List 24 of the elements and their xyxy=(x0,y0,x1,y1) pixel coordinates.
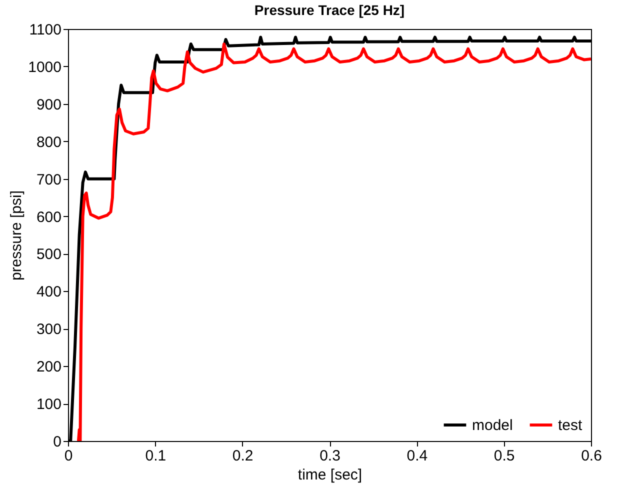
x-tick-label: 0 xyxy=(64,448,73,464)
x-tick-label: 0.5 xyxy=(494,448,515,464)
y-tick-label: 0 xyxy=(53,434,62,450)
x-tick-label: 0.2 xyxy=(232,448,254,464)
chart-title: Pressure Trace [25 Hz] xyxy=(254,2,405,18)
x-tick-label: 0.4 xyxy=(406,448,428,464)
y-tick-label: 400 xyxy=(36,284,62,301)
y-tick-label: 900 xyxy=(36,96,62,114)
x-tick-label: 0.1 xyxy=(145,448,166,464)
y-tick-label: 1100 xyxy=(29,22,62,38)
y-tick-label: 600 xyxy=(36,208,62,226)
x-tick-label: 0.6 xyxy=(581,448,602,464)
y-tick-label: 100 xyxy=(36,396,62,414)
legend-label: model xyxy=(472,417,513,434)
y-tick-label: 300 xyxy=(36,321,62,338)
y-axis-title: pressure [psi] xyxy=(8,190,26,281)
y-tick-label: 700 xyxy=(36,171,62,188)
x-tick-label: 0.3 xyxy=(320,448,340,464)
y-tick-label: 200 xyxy=(36,358,62,376)
x-axis-title: time [sec] xyxy=(298,466,362,484)
y-tick-label: 800 xyxy=(36,134,62,151)
legend-label: test xyxy=(558,417,584,434)
y-tick-label: 500 xyxy=(36,246,62,264)
y-tick-label: 1000 xyxy=(28,58,62,76)
